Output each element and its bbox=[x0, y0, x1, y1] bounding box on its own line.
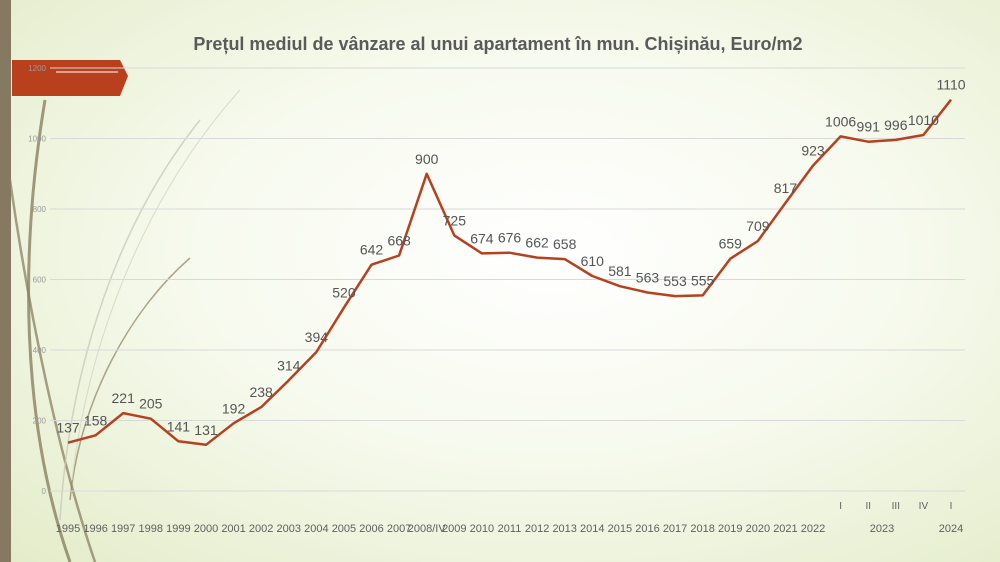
left-accent-bar bbox=[0, 0, 11, 562]
x-group-label-2023: 2023 bbox=[870, 523, 894, 535]
data-label: 1006 bbox=[825, 113, 856, 129]
data-label: 238 bbox=[249, 384, 273, 400]
x-axis-group-labels: 2023 2024 bbox=[870, 523, 963, 535]
x-tick-label: 2010 bbox=[470, 523, 494, 535]
data-label: 314 bbox=[277, 357, 301, 373]
x-tick-label: 1998 bbox=[139, 523, 163, 535]
x-tick-label: 2003 bbox=[277, 523, 301, 535]
data-label: 642 bbox=[360, 242, 384, 258]
x-tick-label: 2009 bbox=[442, 523, 466, 535]
data-label: 900 bbox=[415, 151, 439, 167]
y-tick-label-1000: 1000 bbox=[28, 135, 46, 144]
x-tick-label: 1999 bbox=[166, 523, 190, 535]
x-axis-ticks: 1995 1996 1997 1998 1999 2000 2001 2002 2003 2004… bbox=[56, 501, 953, 535]
data-label: 563 bbox=[636, 270, 660, 286]
x-tick-label: I bbox=[839, 501, 842, 512]
x-tick-label: 1995 bbox=[56, 523, 80, 535]
x-tick-label: 2004 bbox=[304, 523, 328, 535]
x-tick-label: 1997 bbox=[111, 523, 135, 535]
data-label: 923 bbox=[801, 143, 825, 159]
x-tick-label: 2008/IV bbox=[408, 523, 447, 535]
data-label: 137 bbox=[56, 420, 80, 436]
gridlines bbox=[50, 67, 965, 492]
data-label: 520 bbox=[332, 285, 356, 301]
x-tick-label: 2006 bbox=[359, 523, 383, 535]
x-tick-label: 2017 bbox=[663, 523, 687, 535]
data-label: 817 bbox=[774, 180, 798, 196]
x-tick-label: 2005 bbox=[332, 523, 356, 535]
data-label: 192 bbox=[222, 400, 246, 416]
y-tick-label-800: 800 bbox=[33, 205, 47, 214]
x-tick-label: 2011 bbox=[498, 523, 522, 535]
x-tick-label: 2001 bbox=[221, 523, 245, 535]
x-tick-label: II bbox=[865, 501, 871, 512]
data-label: 674 bbox=[470, 230, 494, 246]
data-label: 581 bbox=[608, 263, 632, 279]
data-label: 725 bbox=[443, 212, 467, 228]
data-label: 221 bbox=[112, 390, 136, 406]
data-label: 141 bbox=[167, 418, 191, 434]
data-label: 659 bbox=[719, 236, 743, 252]
x-group-label-2024: 2024 bbox=[939, 523, 963, 535]
swoosh-curve-3 bbox=[59, 119, 201, 521]
data-label: 996 bbox=[884, 117, 908, 133]
x-tick-label: IV bbox=[919, 501, 929, 512]
accent-arrow-shape bbox=[12, 60, 128, 96]
data-label: 394 bbox=[305, 329, 329, 345]
y-axis-ticks: 0 200 400 600 800 1000 1200 bbox=[28, 64, 46, 496]
data-label: 205 bbox=[139, 396, 163, 412]
y-tick-label-0: 0 bbox=[42, 487, 47, 496]
x-tick-label: 2002 bbox=[249, 523, 273, 535]
data-label: 131 bbox=[194, 422, 218, 438]
swoosh-curve-1 bbox=[27, 99, 72, 562]
y-tick-label-400: 400 bbox=[33, 346, 47, 355]
data-label: 553 bbox=[663, 273, 687, 289]
data-label: 158 bbox=[84, 412, 108, 428]
swoosh-curve-5 bbox=[71, 89, 241, 481]
data-label: 658 bbox=[553, 236, 577, 252]
data-label: 709 bbox=[746, 218, 770, 234]
data-label: 555 bbox=[691, 272, 715, 288]
data-label: 1110 bbox=[936, 77, 965, 93]
x-tick-label: 2021 bbox=[773, 523, 797, 535]
x-tick-label: 2007 bbox=[387, 523, 411, 535]
x-tick-label: 2019 bbox=[718, 523, 742, 535]
x-tick-label: 2000 bbox=[194, 523, 218, 535]
data-label: 668 bbox=[387, 233, 411, 249]
y-tick-label-200: 200 bbox=[33, 417, 47, 426]
data-label: 662 bbox=[525, 235, 549, 251]
series-line bbox=[67, 98, 952, 447]
x-tick-label: III bbox=[892, 501, 900, 512]
x-tick-label: 1996 bbox=[83, 523, 107, 535]
x-tick-label: 2018 bbox=[690, 523, 714, 535]
x-tick-label: 2020 bbox=[746, 523, 770, 535]
x-tick-label: 2012 bbox=[525, 523, 549, 535]
data-label: 1010 bbox=[908, 112, 939, 128]
data-label: 610 bbox=[581, 253, 605, 269]
x-tick-label: I bbox=[950, 501, 953, 512]
x-tick-label: 2016 bbox=[635, 523, 659, 535]
chart-title: Prețul mediul de vânzare al unui apartam… bbox=[193, 34, 802, 54]
x-tick-label: 2022 bbox=[801, 523, 825, 535]
y-tick-label-600: 600 bbox=[33, 276, 47, 285]
x-tick-label: 2015 bbox=[608, 523, 632, 535]
x-tick-label: 2013 bbox=[552, 523, 576, 535]
y-tick-label-1200: 1200 bbox=[28, 64, 46, 73]
data-label: 991 bbox=[857, 119, 881, 135]
data-label: 676 bbox=[498, 230, 522, 246]
x-tick-label: 2014 bbox=[580, 523, 604, 535]
swoosh-curve-2 bbox=[8, 179, 97, 562]
